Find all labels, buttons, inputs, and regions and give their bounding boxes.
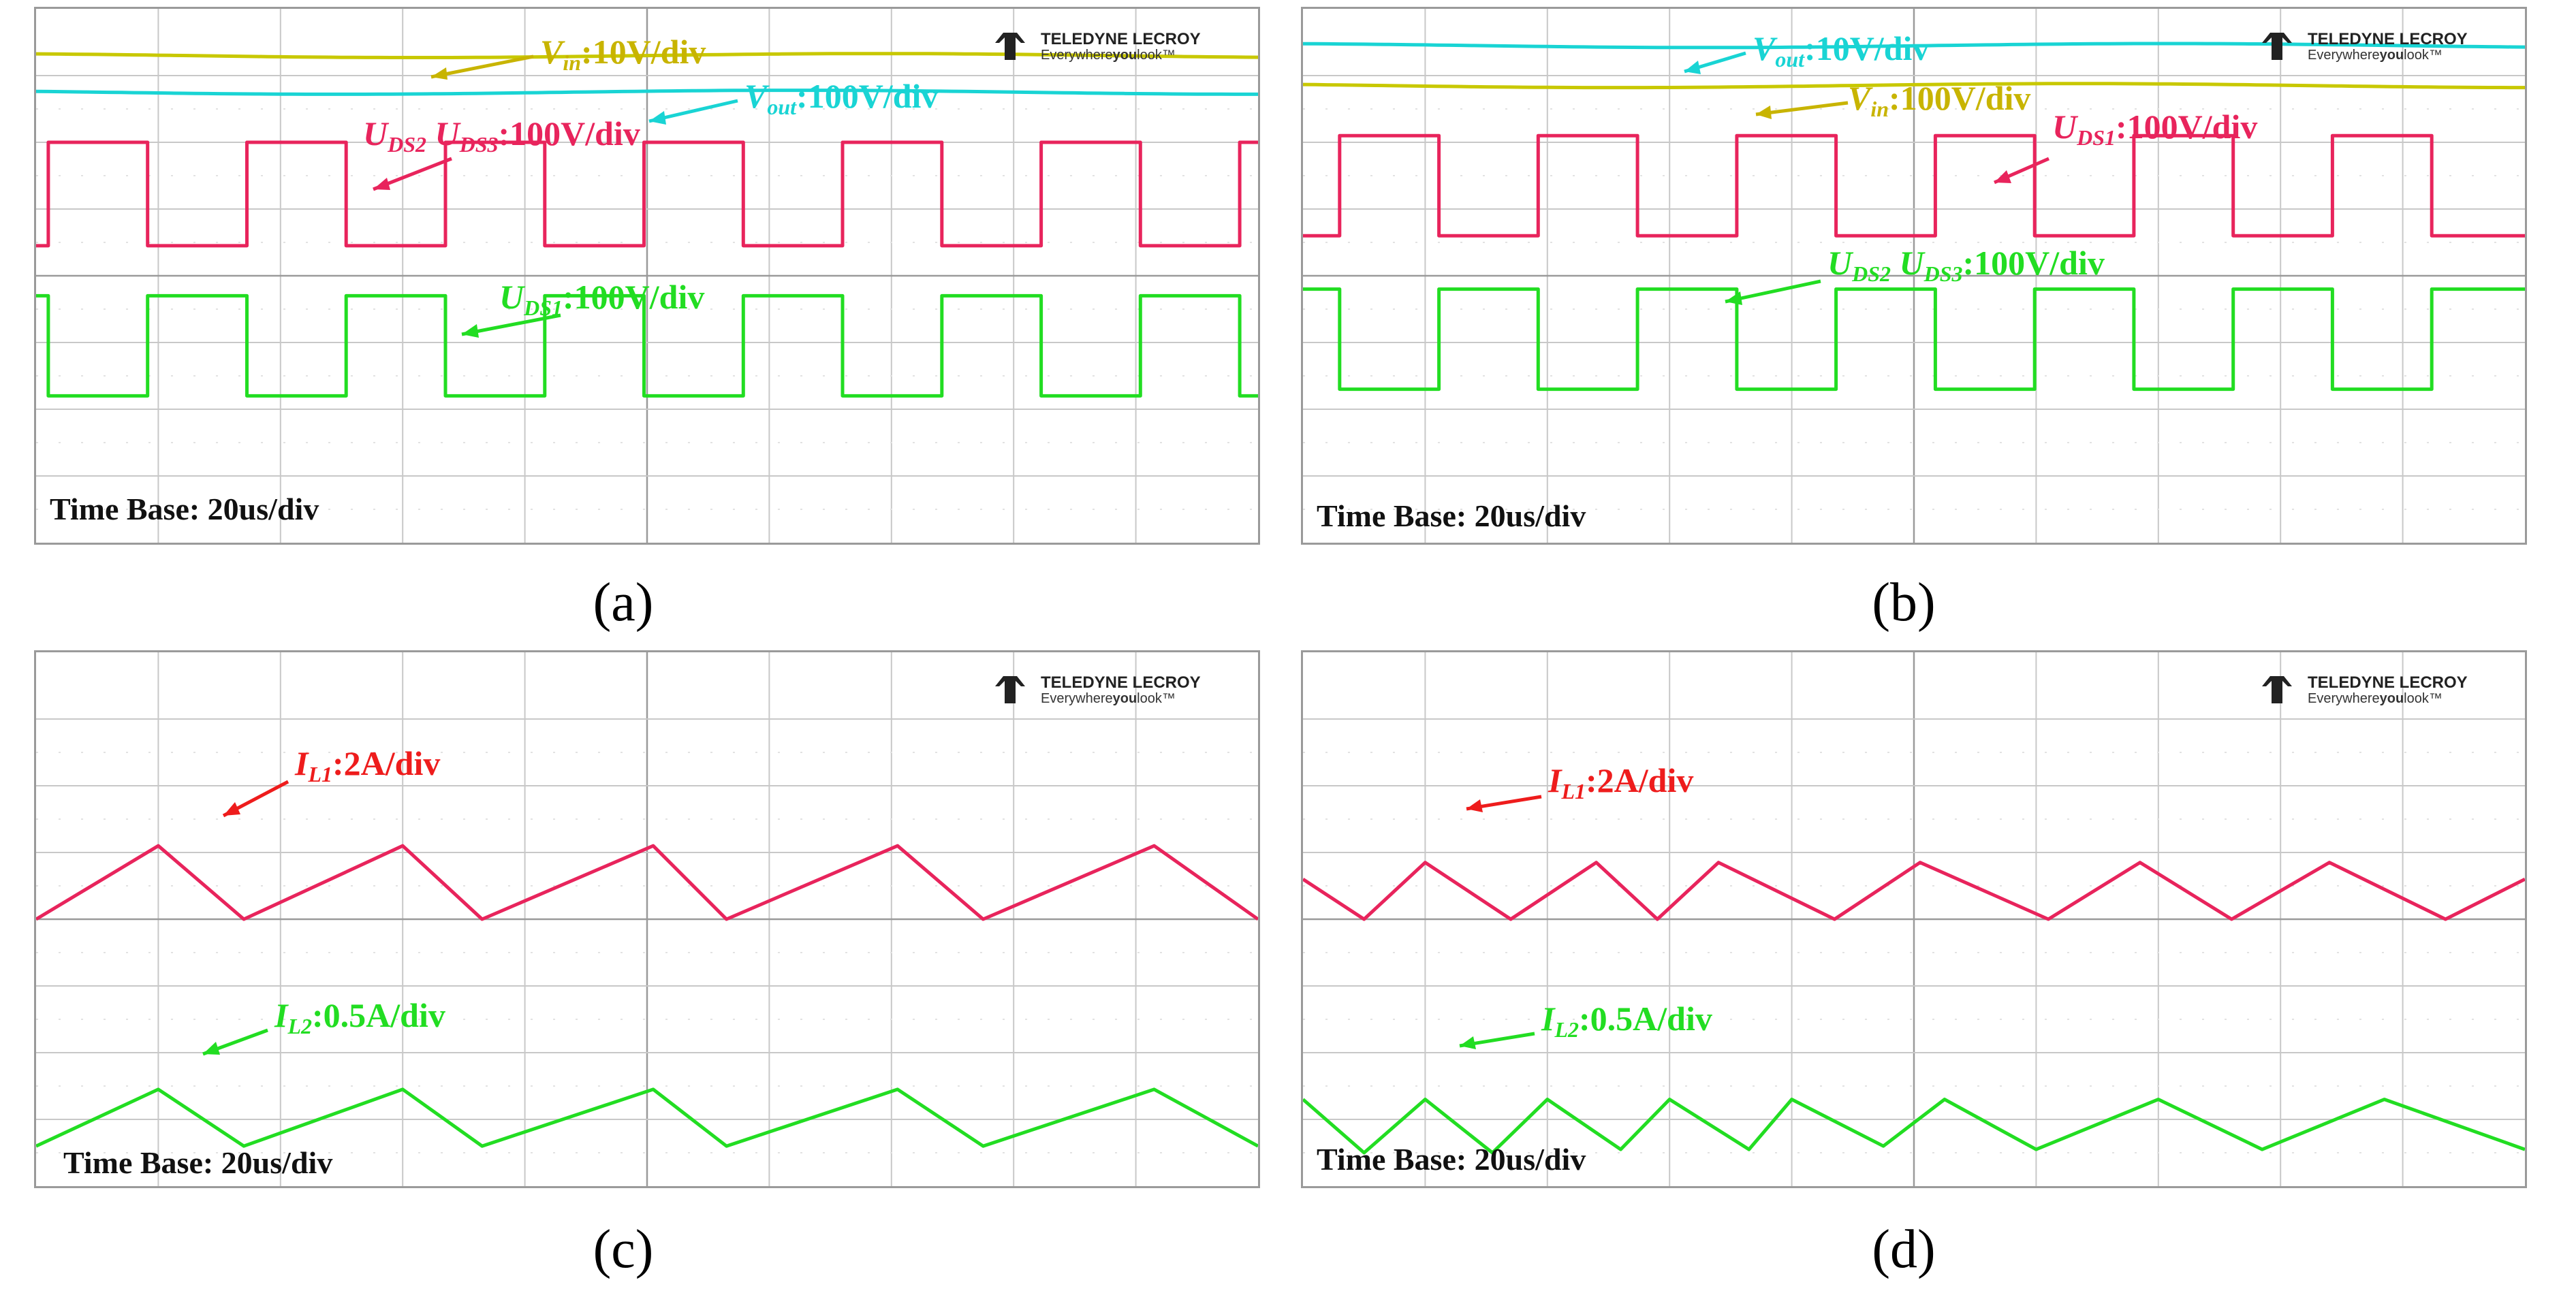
brand-tagline: Everywhereyoulook™ bbox=[2308, 48, 2443, 63]
trace-il2 bbox=[36, 1087, 1258, 1148]
svg-text:UDS2 UDS3:100V/div: UDS2 UDS3:100V/div bbox=[1827, 244, 2105, 286]
caption-b: (b) bbox=[1872, 573, 1936, 633]
annotation-il1: IL1:2A/div bbox=[1466, 761, 1693, 812]
grid-b bbox=[1303, 9, 2525, 543]
svg-text:Vout:100V/div: Vout:100V/div bbox=[744, 77, 938, 119]
scope-plot-c: TELEDYNE LECROY Everywhereyoulook™ IL1:2… bbox=[36, 652, 1258, 1186]
arrow-head-icon bbox=[1994, 170, 2011, 183]
trace-il2 bbox=[1303, 1098, 2525, 1155]
traces-b bbox=[1303, 42, 2525, 392]
svg-text:IL2:0.5A/div: IL2:0.5A/div bbox=[1541, 1000, 1712, 1042]
scope-plot-a: TELEDYNE LECROY Everywhereyoulook™ Vin:1… bbox=[36, 9, 1258, 543]
grid-a bbox=[36, 9, 1258, 543]
annotation-vout: Vout:100V/div bbox=[648, 77, 938, 125]
annotation-uds2-uds3: UDS2 UDS3:100V/div bbox=[363, 114, 640, 191]
scope-panel-a: TELEDYNE LECROY Everywhereyoulook™ Vin:1… bbox=[34, 7, 1260, 545]
svg-text:IL1:2A/div: IL1:2A/div bbox=[1548, 761, 1693, 803]
time-base-label: Time Base: 20us/div bbox=[50, 492, 319, 526]
brand-logo: TELEDYNE LECROY Everywhereyoulook™ bbox=[2262, 673, 2468, 706]
svg-text:IL2:0.5A/div: IL2:0.5A/div bbox=[274, 996, 445, 1038]
brand-logo: TELEDYNE LECROY Everywhereyoulook™ bbox=[2262, 30, 2468, 63]
arrow-head-icon bbox=[1756, 106, 1772, 119]
trace-uds1 bbox=[36, 293, 1258, 398]
grid-c bbox=[36, 652, 1258, 1186]
arrow-head-icon bbox=[1684, 61, 1701, 74]
grid-d bbox=[1303, 652, 2525, 1186]
scope-panel-b: TELEDYNE LECROY Everywhereyoulook™ Vout:… bbox=[1301, 7, 2527, 545]
lecroy-logo-icon bbox=[995, 33, 1025, 60]
annotation-uds1: UDS1:100V/div bbox=[1993, 108, 2257, 185]
brand-tagline: Everywhereyoulook™ bbox=[2308, 691, 2443, 706]
svg-text:Vout:10V/div: Vout:10V/div bbox=[1753, 29, 1929, 71]
svg-text:Vin:100V/div: Vin:100V/div bbox=[1848, 79, 2030, 121]
annotation-vin: Vin:10V/div bbox=[430, 33, 706, 80]
trace-il1 bbox=[1303, 861, 2525, 921]
trace-vin bbox=[1303, 82, 2525, 90]
lecroy-logo-icon bbox=[995, 676, 1025, 703]
trace-uds1 bbox=[1303, 133, 2525, 238]
arrow-head-icon bbox=[203, 1042, 220, 1055]
trace-il1 bbox=[36, 844, 1258, 921]
time-base-label: Time Base: 20us/div bbox=[63, 1145, 332, 1180]
caption-d: (d) bbox=[1872, 1219, 1936, 1279]
svg-text:UDS1:100V/div: UDS1:100V/div bbox=[2052, 108, 2257, 150]
annotation-vin: Vin:100V/div bbox=[1755, 79, 2030, 121]
annotation-il1: IL1:2A/div bbox=[222, 744, 440, 818]
brand-name: TELEDYNE LECROY bbox=[2308, 673, 2468, 692]
scope-plot-b: TELEDYNE LECROY Everywhereyoulook™ Vout:… bbox=[1303, 9, 2525, 543]
svg-text:UDS2 UDS3:100V/div: UDS2 UDS3:100V/div bbox=[363, 114, 640, 157]
arrow-head-icon bbox=[1466, 799, 1483, 812]
brand-name: TELEDYNE LECROY bbox=[1041, 30, 1201, 48]
traces-a bbox=[36, 52, 1258, 398]
arrow-head-icon bbox=[462, 324, 479, 338]
brand-logo: TELEDYNE LECROY Everywhereyoulook™ bbox=[995, 673, 1201, 706]
lecroy-logo-icon bbox=[2262, 33, 2292, 60]
trace-uds2-uds3 bbox=[36, 140, 1258, 248]
brand-logo: TELEDYNE LECROY Everywhereyoulook™ bbox=[995, 30, 1201, 63]
lecroy-logo-icon bbox=[2262, 676, 2292, 703]
arrow-head-icon bbox=[1460, 1036, 1476, 1049]
annotation-il2: IL2:0.5A/div bbox=[1459, 1000, 1712, 1049]
annotation-uds2-uds3: UDS2 UDS3:100V/div bbox=[1725, 244, 2105, 305]
traces-c bbox=[36, 844, 1258, 1148]
brand-name: TELEDYNE LECROY bbox=[2308, 30, 2468, 48]
time-base-label: Time Base: 20us/div bbox=[1317, 498, 1586, 533]
brand-tagline: Everywhereyoulook™ bbox=[1041, 48, 1176, 63]
trace-uds2-uds3 bbox=[1303, 287, 2525, 392]
annotation-il2: IL2:0.5A/div bbox=[202, 996, 445, 1056]
trace-vout bbox=[36, 89, 1258, 96]
svg-text:Vin:10V/div: Vin:10V/div bbox=[540, 33, 706, 75]
trace-vout bbox=[1303, 42, 2525, 50]
time-base-label: Time Base: 20us/div bbox=[1317, 1142, 1586, 1177]
arrow-head-icon bbox=[431, 67, 447, 80]
arrow-head-icon bbox=[1725, 291, 1742, 305]
caption-a: (a) bbox=[593, 573, 654, 633]
svg-text:IL1:2A/div: IL1:2A/div bbox=[294, 744, 440, 786]
scope-plot-d: TELEDYNE LECROY Everywhereyoulook™ IL1:2… bbox=[1303, 652, 2525, 1186]
annotation-vout: Vout:10V/div bbox=[1684, 29, 1929, 74]
svg-text:UDS1:100V/div: UDS1:100V/div bbox=[499, 278, 704, 320]
brand-name: TELEDYNE LECROY bbox=[1041, 673, 1201, 692]
trace-vin bbox=[36, 52, 1258, 59]
arrow-head-icon bbox=[223, 802, 240, 816]
annotation-uds1: UDS1:100V/div bbox=[461, 278, 704, 338]
traces-d bbox=[1303, 861, 2525, 1155]
caption-c: (c) bbox=[593, 1219, 654, 1279]
arrow-head-icon bbox=[373, 178, 390, 190]
arrow-head-icon bbox=[649, 111, 666, 125]
scope-panel-d: TELEDYNE LECROY Everywhereyoulook™ IL1:2… bbox=[1301, 650, 2527, 1188]
brand-tagline: Everywhereyoulook™ bbox=[1041, 691, 1176, 706]
scope-panel-c: TELEDYNE LECROY Everywhereyoulook™ IL1:2… bbox=[34, 650, 1260, 1188]
